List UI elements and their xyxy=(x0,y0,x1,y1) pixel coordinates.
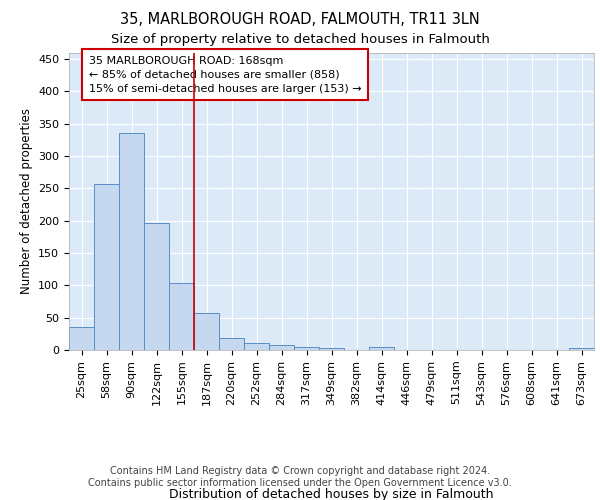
Bar xyxy=(269,345,294,350)
Text: Contains HM Land Registry data © Crown copyright and database right 2024.
Contai: Contains HM Land Registry data © Crown c… xyxy=(88,466,512,487)
Bar xyxy=(69,328,94,350)
Y-axis label: Number of detached properties: Number of detached properties xyxy=(20,108,32,294)
Bar xyxy=(94,184,119,350)
X-axis label: Distribution of detached houses by size in Falmouth: Distribution of detached houses by size … xyxy=(169,488,494,500)
Bar xyxy=(569,348,594,350)
Bar xyxy=(169,282,194,350)
Bar xyxy=(369,348,394,350)
Bar xyxy=(194,313,219,350)
Bar xyxy=(119,132,144,350)
Bar xyxy=(219,338,244,350)
Bar xyxy=(294,347,319,350)
Bar xyxy=(244,343,269,350)
Text: 35, MARLBOROUGH ROAD, FALMOUTH, TR11 3LN: 35, MARLBOROUGH ROAD, FALMOUTH, TR11 3LN xyxy=(120,12,480,28)
Text: 35 MARLBOROUGH ROAD: 168sqm
← 85% of detached houses are smaller (858)
15% of se: 35 MARLBOROUGH ROAD: 168sqm ← 85% of det… xyxy=(89,56,362,94)
Text: Size of property relative to detached houses in Falmouth: Size of property relative to detached ho… xyxy=(110,32,490,46)
Bar xyxy=(144,222,169,350)
Bar xyxy=(319,348,344,350)
